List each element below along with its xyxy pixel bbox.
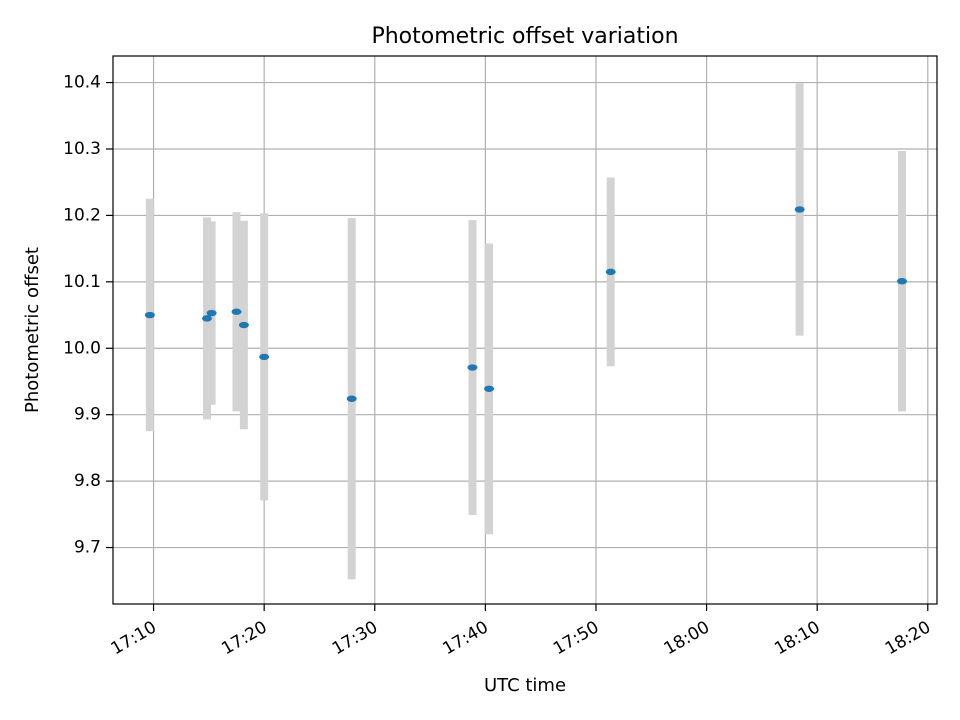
y-tick-label: 10.1 (63, 272, 101, 292)
data-point (238, 321, 249, 329)
data-point (202, 315, 213, 322)
plot-frame (112, 55, 938, 605)
data-point (605, 268, 616, 276)
data-point (144, 311, 155, 319)
y-tick-label: 9.9 (74, 405, 101, 425)
data-point (467, 364, 478, 371)
data-point (794, 206, 805, 213)
y-tick-label: 9.7 (74, 538, 101, 558)
data-point (896, 277, 907, 285)
data-point (231, 308, 242, 315)
data-point (259, 353, 270, 361)
data-point (206, 309, 217, 317)
chart-title: Photometric offset variation (371, 24, 678, 49)
y-tick-label: 9.8 (74, 471, 101, 491)
y-axis-label: Photometric offset (22, 247, 43, 413)
data-points (144, 206, 907, 402)
x-axis-label: UTC time (484, 675, 566, 696)
y-tick-label: 10.4 (63, 73, 101, 93)
data-point (346, 395, 357, 402)
data-point (484, 385, 495, 392)
y-tick-label: 10.2 (63, 205, 101, 225)
y-tick-label: 10.3 (63, 139, 101, 159)
y-tick-label: 10.0 (63, 338, 101, 358)
